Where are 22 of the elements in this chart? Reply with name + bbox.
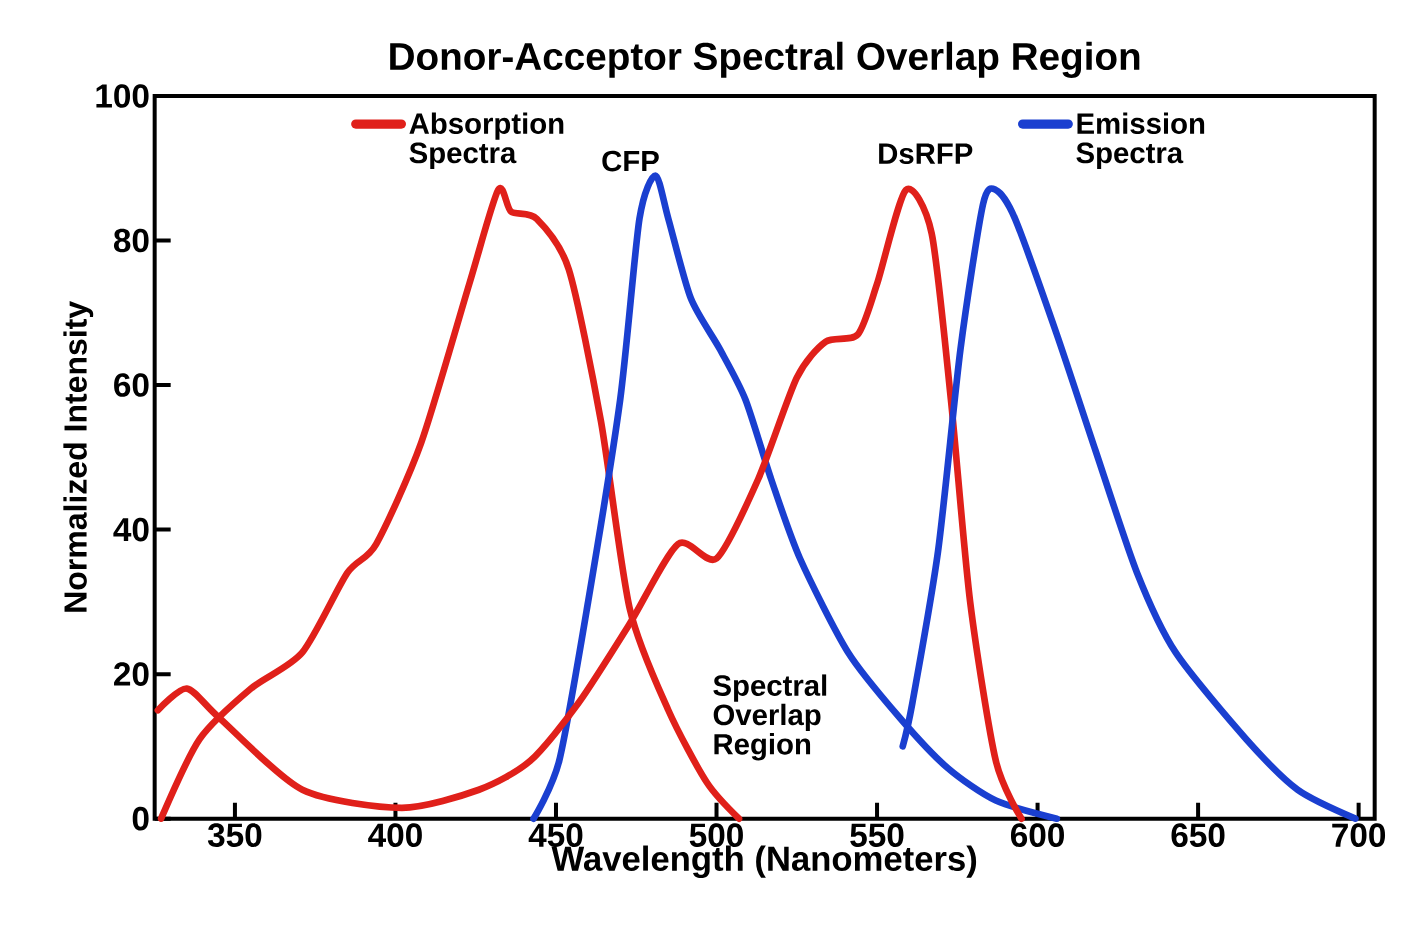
annotation: DsRFP xyxy=(879,143,973,164)
x-tick-label: 350 xyxy=(207,823,262,847)
annotation: Spectral Overlap Region xyxy=(713,674,827,761)
x-tick-label: 700 xyxy=(1332,823,1386,847)
x-tick-label: 500 xyxy=(689,823,743,847)
x-tick-label: 550 xyxy=(850,823,904,847)
annotation: CFP xyxy=(602,150,659,172)
y-tick-label: 80 xyxy=(113,228,149,253)
legend-label: Absorption Spectra xyxy=(409,112,564,169)
x-axis-title: Wavelength (Nanometers) xyxy=(551,845,977,878)
x-tick-label: 400 xyxy=(368,823,422,847)
chart-title: Donor-Acceptor Spectral Overlap Region xyxy=(390,41,1140,78)
y-axis-title: Normalized Intensity xyxy=(63,300,94,612)
y-tick-label: 40 xyxy=(113,517,149,542)
x-tick-label: 450 xyxy=(528,823,583,847)
x-tick-label: 600 xyxy=(1010,823,1064,847)
legend-label: Emission Spectra xyxy=(1076,112,1205,169)
x-tick-label: 650 xyxy=(1171,823,1225,847)
y-tick-label: 0 xyxy=(132,806,149,831)
y-tick-label: 100 xyxy=(96,84,149,108)
y-tick-label: 20 xyxy=(114,662,149,686)
y-tick-label: 60 xyxy=(114,373,149,397)
